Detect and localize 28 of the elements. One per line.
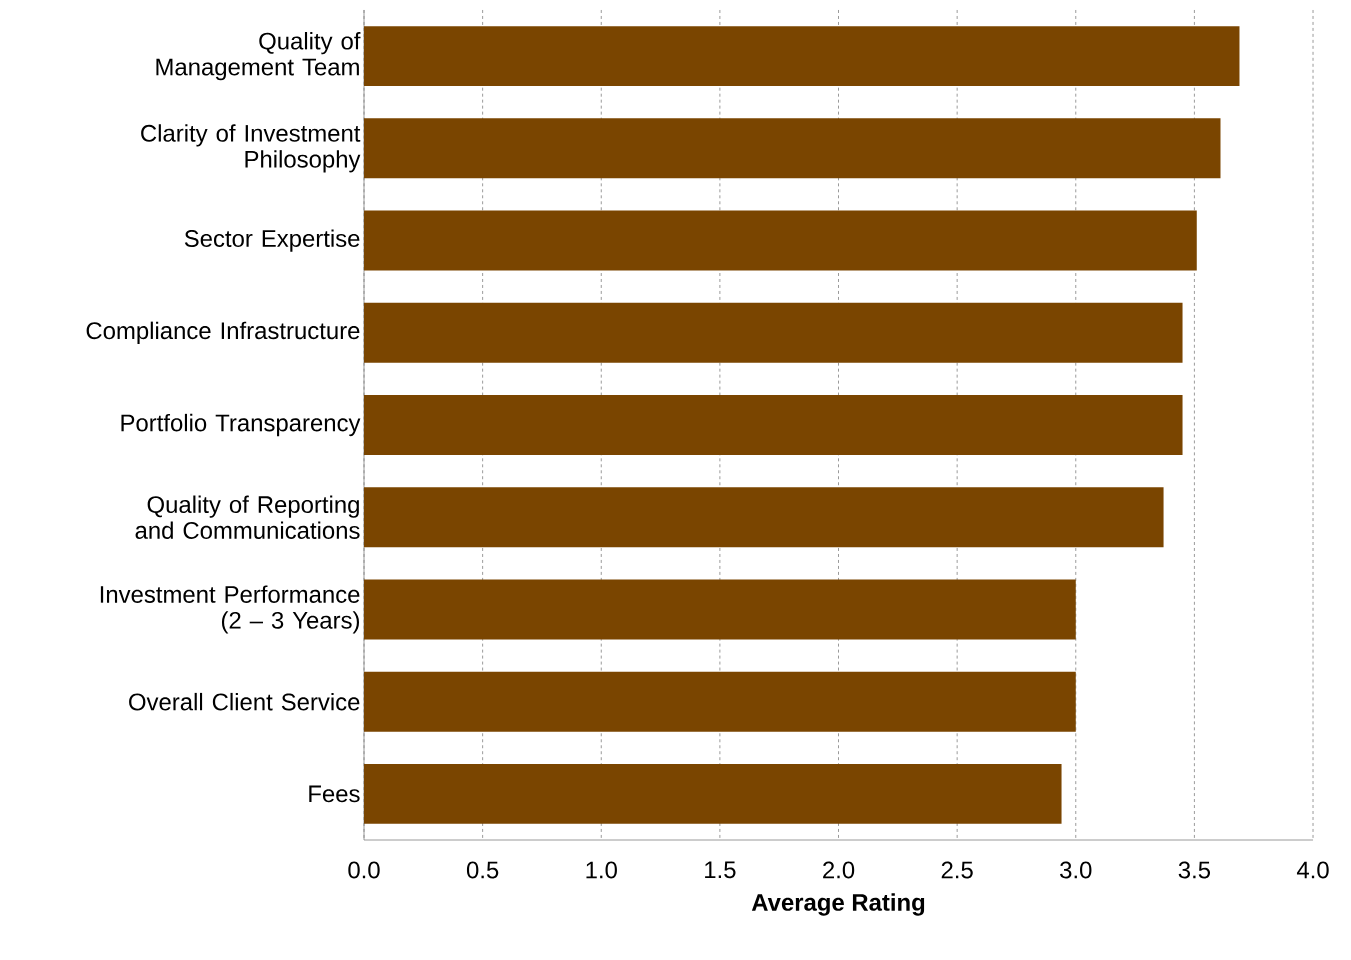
x-tick-label: 3.0 xyxy=(1060,861,1092,879)
y-tick-label: Clarity of Investment Philosophy xyxy=(141,124,361,173)
x-tick-label: 1.0 xyxy=(586,861,617,879)
bar xyxy=(364,487,1164,548)
x-axis-title: Average Rating xyxy=(751,893,925,916)
y-tick-label: Quality of Management Team xyxy=(156,32,361,81)
x-tick-label: 2.0 xyxy=(823,861,855,879)
bar xyxy=(364,26,1240,87)
y-tick-label: Quality of Reporting and Communications xyxy=(135,495,360,539)
bar xyxy=(364,763,1062,824)
bar xyxy=(364,118,1221,179)
bar xyxy=(364,579,1076,640)
bar xyxy=(364,395,1183,455)
bar xyxy=(364,302,1183,363)
x-tick-label: 0.0 xyxy=(348,861,380,879)
y-tick-label: Overall Client Service xyxy=(129,692,360,711)
x-tick-label: 2.5 xyxy=(941,861,973,879)
x-tick-label: 3.5 xyxy=(1178,861,1211,879)
bar xyxy=(364,671,1076,732)
y-tick-label: Compliance Infrastructure xyxy=(86,321,360,344)
y-tick-label: Fees xyxy=(309,785,360,803)
y-tick-label: Portfolio Transparency xyxy=(121,413,361,437)
y-tick-label: Investment Performance (2 – 3 Years) xyxy=(100,585,360,634)
bar xyxy=(364,210,1197,271)
y-tick-label: Sector Expertise xyxy=(184,229,360,252)
x-tick-label: 1.5 xyxy=(705,861,736,879)
x-tick-label: 4.0 xyxy=(1296,861,1329,879)
x-tick-label: 0.5 xyxy=(466,861,499,879)
